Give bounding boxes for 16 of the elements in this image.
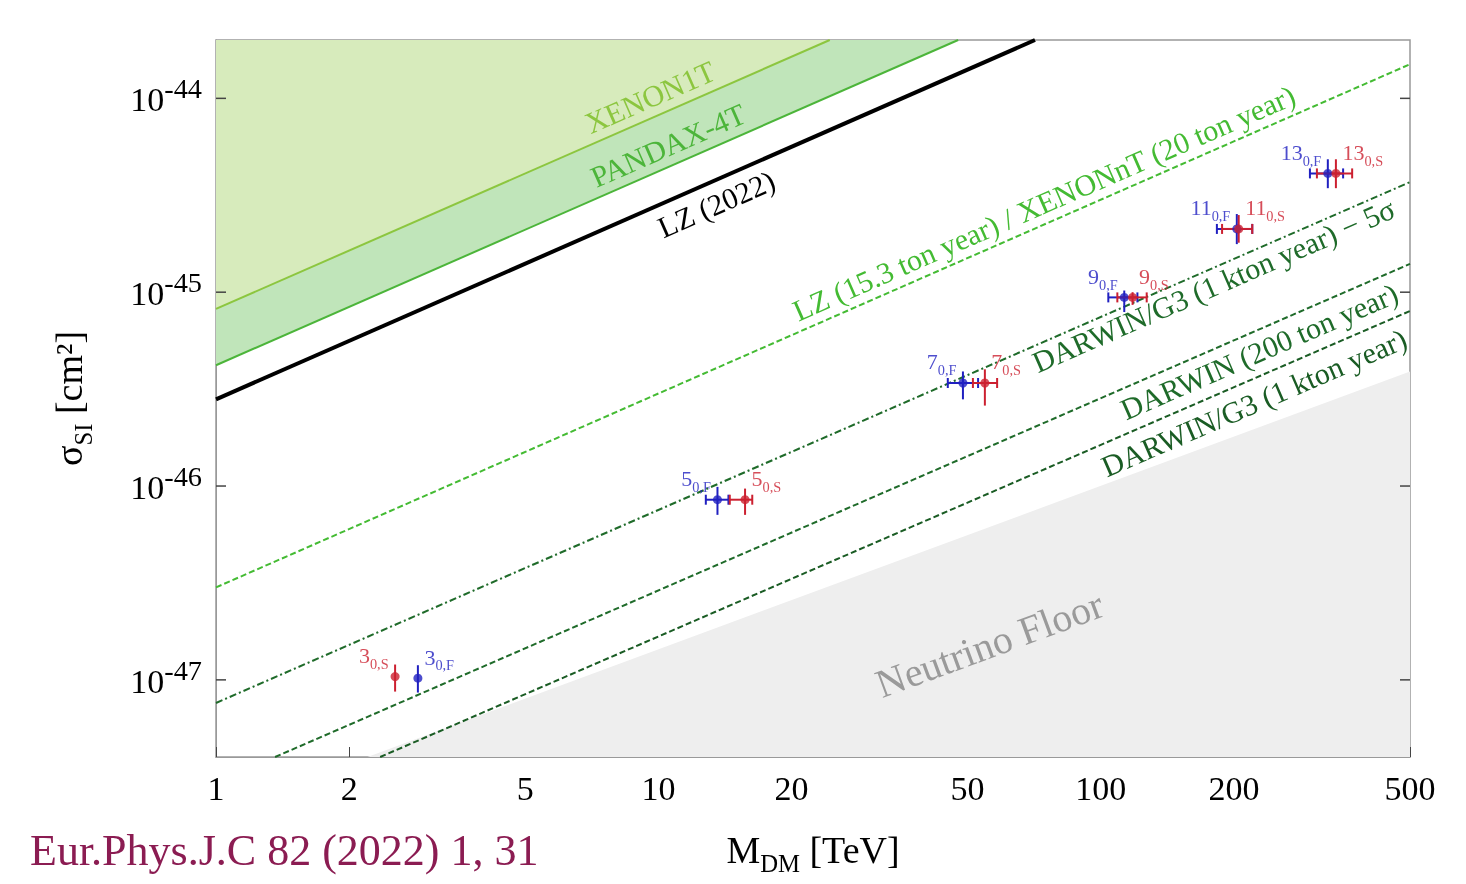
x-tick-label: 50 — [950, 769, 985, 807]
y-tick-label: 10$^{-44}$ — [130, 73, 202, 118]
x-tick-label: 200 — [1208, 769, 1260, 807]
series-label: Neutrino Floor — [869, 581, 1110, 707]
x-tick-label: 5 — [516, 769, 534, 807]
x-tick-label: 100 — [1075, 769, 1127, 807]
x-tick-label: 1 — [207, 769, 225, 807]
y-tick-label: 10$^{-47}$ — [130, 655, 202, 700]
x-tick-label: 2 — [340, 769, 358, 807]
x-tick-label: 500 — [1384, 769, 1436, 807]
text: Eur.Phys.J.C 82 (2022) 1, 31 — [30, 825, 539, 875]
x-tick-label: 20 — [774, 769, 809, 807]
y-axis-title: σSI [cm²] — [48, 330, 97, 467]
y-tick-label: 10$^{-46}$ — [130, 461, 202, 506]
y-tick-label: 10$^{-45}$ — [130, 267, 202, 312]
x-tick-label: 10 — [641, 769, 676, 807]
